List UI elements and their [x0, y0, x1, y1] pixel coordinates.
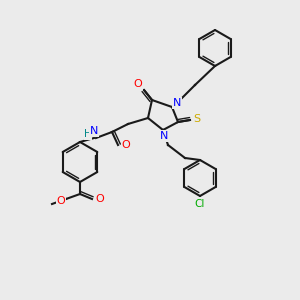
Text: N: N: [173, 98, 181, 108]
Text: O: O: [134, 79, 142, 89]
Text: H: H: [84, 129, 92, 139]
Text: O: O: [96, 194, 104, 204]
Text: Cl: Cl: [195, 199, 205, 209]
Text: O: O: [122, 140, 130, 150]
Text: S: S: [194, 114, 201, 124]
Text: O: O: [57, 196, 65, 206]
Text: N: N: [160, 131, 168, 141]
Text: N: N: [90, 126, 98, 136]
